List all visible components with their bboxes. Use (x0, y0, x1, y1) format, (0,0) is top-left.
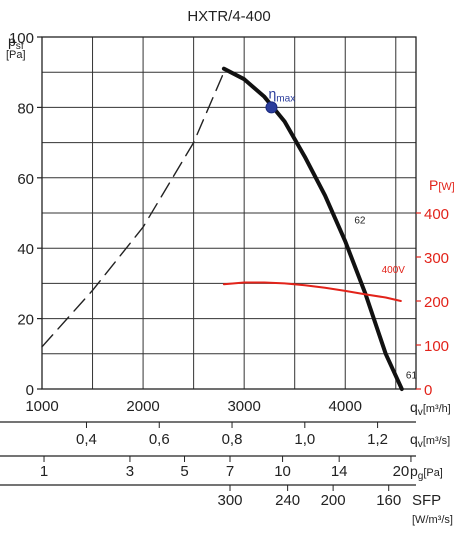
x-tick-label-pg: 20 (393, 463, 410, 480)
y-tick-label-left: 100 (9, 30, 34, 47)
x-axis-label-pg: pg[Pa] (410, 463, 443, 482)
x-tick-label-m3s: 1,0 (294, 431, 315, 448)
y-tick-label-right: 100 (424, 338, 449, 355)
y-tick-label-left: 60 (17, 171, 34, 188)
curve-label-61: 61 (406, 370, 418, 381)
chart-title: HXTR/4-400 (187, 8, 270, 25)
x-axis-label-m3s: qv[m³/s] (410, 431, 450, 450)
x-axis-label-sfp: SFP (412, 492, 441, 509)
x-tick-label-pg: 7 (226, 463, 234, 480)
y-tick-label-right: 200 (424, 294, 449, 311)
y-axis-label-right: P[W] (429, 177, 455, 193)
y-tick-label-left: 0 (26, 382, 34, 399)
eta-max-label: ηmax (268, 85, 295, 104)
y-tick-label-right: 0 (424, 382, 432, 399)
y-axis-label-left: psf (8, 33, 24, 52)
x-tick-label-sfp: 240 (275, 492, 300, 509)
fan_curve-line (221, 66, 404, 391)
curve-label-62: 62 (354, 216, 366, 227)
x-tick-label-sfp: 300 (217, 492, 242, 509)
eta-max-point (265, 101, 278, 114)
y-tick-label-right: 300 (424, 250, 449, 267)
x-tick-label-m3s: 1,2 (367, 431, 388, 448)
x-axis-label-m3h: qv[m³/h] (410, 399, 451, 418)
y-tick-label-left: 80 (17, 100, 34, 117)
x-axis-unit-sfp: [W/m³/s] (412, 514, 453, 526)
y-tick-label-right: 400 (424, 206, 449, 223)
x-tick-label-sfp: 200 (321, 492, 346, 509)
x-tick-label-pg: 3 (126, 463, 134, 480)
x-tick-label-m3h: 3000 (227, 398, 260, 415)
x-tick-label-m3h: 1000 (25, 398, 58, 415)
x-tick-label-m3s: 0,4 (76, 431, 97, 448)
x-tick-label-sfp: 160 (376, 492, 401, 509)
x-tick-label-m3s: 0,8 (222, 431, 243, 448)
x-tick-label-pg: 1 (40, 463, 48, 480)
y-axis-unit-left: [Pa] (6, 49, 26, 61)
x-tick-label-m3h: 4000 (329, 398, 362, 415)
x-tick-label-pg: 14 (331, 463, 348, 480)
x-tick-label-pg: 5 (180, 463, 188, 480)
y-tick-label-left: 20 (17, 312, 34, 329)
curve-label-400v: 400V (382, 265, 406, 276)
x-tick-label-m3h: 2000 (126, 398, 159, 415)
power-line (222, 281, 402, 302)
fan_curve_unstable-line (41, 71, 225, 348)
y-tick-label-left: 40 (17, 241, 34, 258)
x-tick-label-m3s: 0,6 (149, 431, 170, 448)
x-tick-label-pg: 10 (274, 463, 291, 480)
